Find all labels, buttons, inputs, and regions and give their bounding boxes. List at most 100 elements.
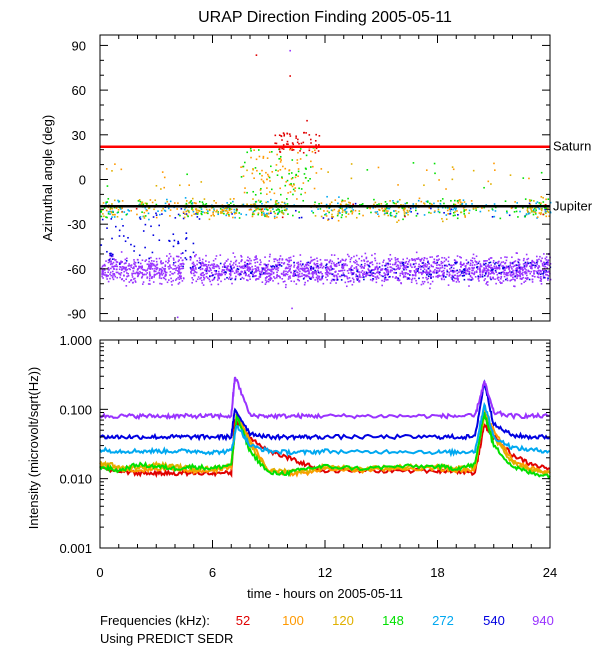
point-940khz (495, 265, 498, 268)
point-940khz (523, 262, 526, 265)
point-540khz (127, 236, 129, 239)
point-940khz (112, 273, 114, 275)
point-940khz (372, 269, 374, 271)
point-940khz (139, 272, 142, 274)
point-272khz (519, 210, 521, 213)
point-940khz (473, 257, 476, 260)
point-940khz (364, 252, 367, 255)
point-940khz (328, 272, 330, 275)
point-940khz (543, 265, 545, 267)
point-940khz (260, 271, 263, 274)
point-148khz (360, 203, 363, 206)
point-540khz (382, 275, 384, 278)
point-940khz (375, 278, 378, 280)
point-120khz (350, 177, 353, 180)
point-540khz (483, 263, 486, 266)
point-940khz (516, 270, 518, 273)
point-940khz (484, 268, 486, 270)
point-940khz (332, 273, 334, 275)
point-940khz (228, 273, 231, 275)
point-940khz (422, 282, 425, 285)
point-148khz (428, 211, 430, 214)
point-148khz (117, 211, 120, 213)
point-148khz (103, 207, 106, 209)
point-940khz (310, 269, 312, 272)
point-272khz (415, 207, 417, 209)
point-940khz (489, 276, 492, 278)
point-940khz (399, 272, 402, 275)
point-940khz (355, 275, 357, 278)
point-540khz (417, 267, 420, 270)
point-940khz (423, 259, 425, 261)
point-940khz (162, 272, 165, 275)
point-120khz (527, 211, 529, 213)
point-540khz (410, 211, 412, 213)
point-100khz (351, 212, 354, 215)
point-940khz (142, 273, 145, 276)
point-540khz (199, 266, 201, 269)
point-940khz (273, 266, 276, 269)
point-940khz (425, 272, 427, 274)
point-940khz (313, 262, 316, 265)
point-940khz (339, 275, 342, 278)
point-52khz (295, 135, 297, 138)
point-540khz (407, 277, 410, 280)
point-940khz (108, 254, 111, 257)
point-940khz (467, 262, 469, 265)
point-100khz (291, 185, 294, 188)
point-940khz (404, 262, 407, 264)
point-940khz (167, 261, 169, 264)
point-120khz (533, 200, 535, 202)
point-940khz (395, 268, 398, 271)
point-940khz (456, 255, 459, 257)
point-940khz (279, 276, 281, 279)
point-272khz (433, 211, 436, 214)
point-148khz (279, 193, 282, 196)
point-940khz (524, 271, 526, 273)
point-148khz (340, 216, 343, 219)
point-940khz (248, 257, 251, 260)
point-940khz (238, 272, 241, 275)
point-120khz (265, 201, 267, 204)
point-540khz (485, 262, 487, 265)
point-100khz (260, 210, 262, 212)
point-940khz (366, 260, 368, 263)
ytick-label: 0 (79, 172, 86, 187)
point-100khz (136, 213, 138, 216)
point-540khz (172, 262, 175, 264)
point-540khz (369, 271, 372, 273)
point-148khz (406, 202, 408, 204)
point-540khz (463, 269, 466, 271)
point-940khz (423, 264, 425, 266)
point-540khz (229, 266, 232, 268)
point-940khz (289, 267, 291, 270)
ytick-label: 30 (72, 128, 86, 143)
point-540khz (422, 262, 424, 264)
point-940khz (159, 282, 161, 285)
point-940khz (106, 278, 108, 280)
point-148khz (200, 210, 203, 213)
point-148khz (238, 217, 241, 219)
point-940khz (174, 279, 177, 281)
point-148khz (463, 209, 466, 211)
point-272khz (453, 207, 456, 210)
point-940khz (304, 281, 306, 284)
point-120khz (341, 207, 343, 210)
point-940khz (503, 271, 506, 274)
point-540khz (244, 265, 247, 267)
point-148khz (198, 200, 201, 203)
point-100khz (267, 173, 269, 176)
point-148khz (300, 188, 303, 190)
point-272khz (225, 214, 228, 217)
point-940khz (284, 274, 287, 277)
point-940khz (479, 265, 482, 268)
point-940khz (335, 274, 338, 277)
point-940khz (121, 260, 123, 263)
point-940khz (478, 260, 481, 263)
point-940khz (521, 267, 523, 270)
point-940khz (148, 271, 151, 273)
point-940khz (182, 277, 185, 279)
point-940khz (161, 269, 163, 272)
point-940khz (544, 276, 546, 279)
point-120khz (540, 212, 542, 214)
